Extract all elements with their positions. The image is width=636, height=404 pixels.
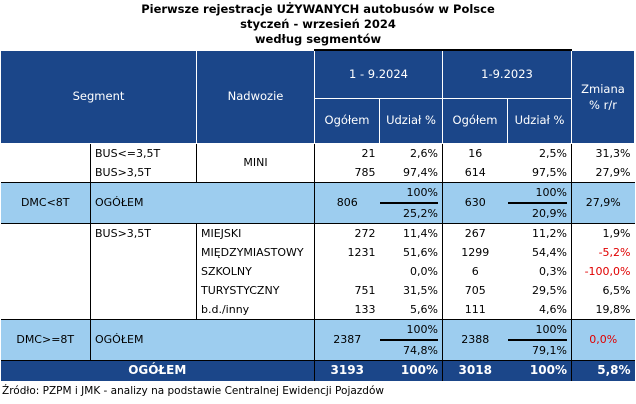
- change: 6,5%: [602, 283, 631, 297]
- table-row: TURYSTYCZNY 751 31,5% 705 29,5% 6,5%: [1, 280, 635, 300]
- header-period-2023: 1-9.2023: [442, 49, 572, 99]
- body-type: MINI: [196, 143, 315, 182]
- share-2024: 2,6%: [379, 143, 443, 163]
- share-2023: 20,9%: [507, 201, 567, 223]
- body-type: MIEJSKI: [196, 223, 315, 243]
- share-2023: 100%: [507, 360, 572, 381]
- total-2023: 267: [464, 226, 486, 240]
- header-share-2024: Udział %: [379, 97, 443, 144]
- change: -5,2%: [598, 245, 631, 259]
- sub-segment: BUS<=3,5T: [90, 143, 197, 163]
- change: 5,8%: [571, 360, 635, 381]
- header-change: Zmiana % r/r: [571, 49, 635, 144]
- body-type: b.d./inny: [196, 299, 315, 319]
- header-total-2023: Ogółem: [442, 97, 508, 144]
- percent-2024: 100%: [406, 322, 438, 336]
- change: 31,3%: [595, 146, 631, 160]
- total-2023: 6: [471, 264, 479, 278]
- sub-segment: BUS>3,5T: [90, 223, 197, 319]
- change: -100,0%: [584, 264, 631, 278]
- total-2023: 705: [464, 283, 486, 297]
- header-period-2024: 1 - 9.2024: [314, 49, 443, 99]
- total-2024: 272: [354, 226, 376, 240]
- total-2024: 1231: [347, 245, 376, 259]
- change: 1,9%: [602, 226, 631, 240]
- share-2024: 74,8%: [379, 338, 438, 360]
- share-2023: 11,2%: [507, 223, 572, 243]
- share-2024: 51,6%: [379, 242, 443, 262]
- total-2024: 133: [354, 302, 376, 316]
- segment-label: DMC>=8T: [0, 318, 91, 361]
- subtotal-row: DMC<8T OGÓŁEM 806 100% 25,2% 630 100% 20,9…: [0, 181, 635, 224]
- header-segment: Segment: [0, 49, 197, 144]
- share-2023: 54,4%: [507, 242, 572, 262]
- percent-2024: 100%: [406, 185, 438, 199]
- segment-label: DMC<8T: [0, 181, 91, 224]
- header-share-2023: Udział %: [507, 97, 572, 144]
- share-2024: 100%: [379, 360, 443, 381]
- table-row: SZKOLNY 0,0% 6 0,3% -100,0%: [1, 261, 635, 281]
- share-2024: 11,4%: [379, 223, 443, 243]
- total-2023: 2388: [442, 318, 508, 361]
- total-2023: 614: [464, 165, 486, 179]
- table-row: BUS>3,5T 785 97,4% 614 97,5% 27,9%: [1, 162, 635, 182]
- subtotal-label: OGÓŁEM: [90, 181, 315, 224]
- total-2024: [315, 262, 380, 281]
- grand-total-row: OGÓŁEM 3193 100% 3018 100% 5,8%: [0, 360, 635, 381]
- share-2024: 5,6%: [379, 299, 443, 319]
- title-line-2: styczeń - wrzesień 2024: [240, 17, 396, 31]
- share-2023: 79,1%: [507, 338, 567, 360]
- subtotal-label: OGÓŁEM: [90, 318, 315, 361]
- body-type: MIĘDZYMIASTOWY: [196, 242, 315, 262]
- table-row: BUS>3,5T MIEJSKI 272 11,4% 267 11,2% 1,9…: [0, 223, 635, 319]
- header-total-2024: Ogółem: [314, 97, 380, 144]
- total-2024: 785: [354, 165, 376, 179]
- total-2023: 16: [468, 146, 483, 160]
- share-2023: 29,5%: [507, 280, 572, 300]
- table-row: b.d./inny 133 5,6% 111 4,6% 19,8%: [1, 299, 635, 319]
- source-note: Źródło: PZPM i JMK - analizy na podstawi…: [2, 385, 384, 397]
- sub-segment: BUS>3,5T: [90, 162, 197, 182]
- share-2024: 0,0%: [379, 261, 443, 281]
- percent-2023: 100%: [535, 185, 567, 199]
- share-2023: 2,5%: [507, 143, 572, 163]
- share-2024: 31,5%: [379, 280, 443, 300]
- title-line-1: Pierwsze rejestracje UŻYWANYCH autobusów…: [141, 2, 495, 16]
- registrations-table: Segment Nadwozie 1 - 9.2024 1-9.2023 Zmi…: [0, 49, 635, 381]
- total-2024: 21: [361, 146, 376, 160]
- change: 0,0%: [571, 318, 635, 361]
- change: 27,9%: [595, 165, 631, 179]
- subtotal-row: DMC>=8T OGÓŁEM 2387 100% 74,8% 2388 100% 7…: [0, 318, 635, 361]
- total-2023: 111: [464, 302, 486, 316]
- total-2024: 3193: [314, 360, 380, 381]
- share-2024: 97,4%: [379, 162, 443, 182]
- report-title: Pierwsze rejestracje UŻYWANYCH autobusów…: [0, 0, 636, 49]
- total-2024: 806: [314, 181, 380, 224]
- header-nadwozie: Nadwozie: [196, 49, 315, 144]
- title-line-3: według segmentów: [254, 32, 382, 46]
- total-2023: 1299: [461, 245, 490, 259]
- change: 19,8%: [595, 302, 631, 316]
- share-2023: 0,3%: [507, 261, 572, 281]
- table-row: BUS<=3,5T MINI 21 2,6% 16 2,5% 31,3%: [0, 143, 635, 182]
- total-2024: 2387: [314, 318, 380, 361]
- table-row: MIĘDZYMIASTOWY 1231 51,6% 1299 54,4% -5,…: [1, 242, 635, 262]
- change: 27,9%: [571, 181, 635, 224]
- body-type: SZKOLNY: [196, 261, 315, 281]
- share-2023: 97,5%: [507, 162, 572, 182]
- share-2023: 4,6%: [507, 299, 572, 319]
- percent-2023: 100%: [535, 322, 567, 336]
- total-2023: 3018: [442, 360, 508, 381]
- body-type: TURYSTYCZNY: [196, 280, 315, 300]
- grand-total-label: OGÓŁEM: [0, 360, 315, 381]
- total-2023: 630: [442, 181, 508, 224]
- share-2024: 25,2%: [379, 201, 438, 223]
- total-2024: 751: [354, 283, 376, 297]
